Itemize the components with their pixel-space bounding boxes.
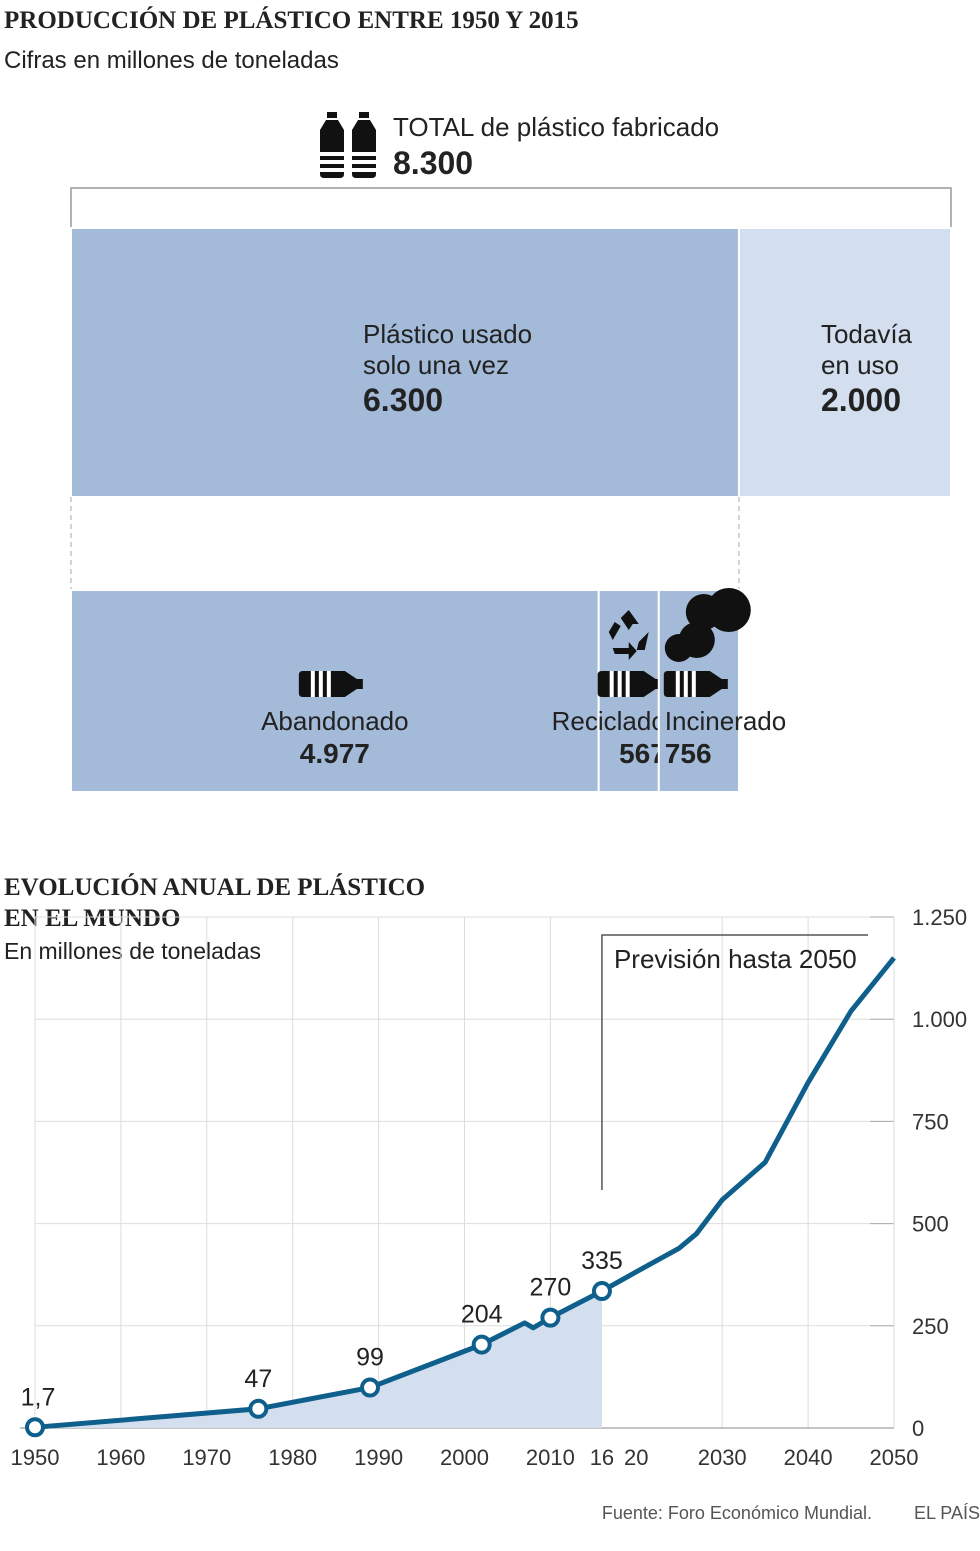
part-label: en uso <box>821 350 899 380</box>
part-label: solo una vez <box>363 350 509 380</box>
total-value: 8.300 <box>393 145 473 181</box>
point <box>360 1377 381 1398</box>
history-area <box>35 1291 602 1428</box>
icon <box>683 671 688 697</box>
x-tick-label: 2030 <box>698 1445 747 1470</box>
value-label: 47 <box>244 1365 272 1393</box>
subpart-value: 4.977 <box>300 738 370 769</box>
subpart-value: 756 <box>665 738 712 769</box>
x-tick-label: 1980 <box>268 1445 317 1470</box>
icon <box>609 671 614 697</box>
value-label: 204 <box>461 1301 503 1329</box>
point <box>25 1417 45 1438</box>
x-tick-label: 1990 <box>354 1445 403 1470</box>
icon <box>685 594 722 630</box>
part-block <box>70 227 740 498</box>
y-tick-label: 0 <box>912 1416 924 1441</box>
y-tick-label: 1.250 <box>912 905 967 930</box>
title: EN EL MUNDO <box>4 905 180 932</box>
credit: EL PAÍS <box>914 1503 980 1523</box>
x-tick-label: 2050 <box>870 1445 919 1470</box>
line <box>34 956 896 1430</box>
forecast-bracket <box>601 934 868 1190</box>
source-block: EVOLUCIÓN ANUAL DE PLÁSTICO EN EL MUNDO … <box>4 873 980 1523</box>
icon <box>318 671 323 697</box>
point <box>248 1398 269 1419</box>
x-tick-label: 2000 <box>440 1445 489 1470</box>
icon <box>691 671 696 697</box>
icon <box>326 671 331 697</box>
total-label: TOTAL de plástico fabricado <box>393 112 719 142</box>
part-block <box>737 227 952 498</box>
part-value: 2.000 <box>821 382 901 418</box>
part-label: Plástico usado <box>363 319 532 349</box>
y-tick-label: 500 <box>912 1212 949 1237</box>
icon <box>350 112 378 178</box>
source: Fuente: Foro Económico Mundial. <box>602 1503 872 1523</box>
subpart-label: Incinerado <box>665 706 786 736</box>
y-tick-label: 750 <box>912 1109 949 1134</box>
value-label: 335 <box>581 1247 623 1275</box>
subpart-label: Reciclado <box>552 706 666 736</box>
y-tick-label: 1.000 <box>912 1007 967 1032</box>
subtitle: En millones de toneladas <box>4 938 261 964</box>
subtitle: Cifras en millones de toneladas <box>4 47 339 74</box>
x-tick-label: 1960 <box>96 1445 145 1470</box>
part-value: 6.300 <box>363 382 443 418</box>
y-tick-label: 250 <box>912 1314 949 1339</box>
x-tick-label: 1950 <box>11 1445 60 1470</box>
x-tick-label: 2040 <box>784 1445 833 1470</box>
icon <box>310 671 315 697</box>
point <box>540 1307 561 1328</box>
point <box>591 1281 612 1302</box>
icon <box>664 634 693 662</box>
title: PRODUCCIÓN DE PLÁSTICO ENTRE 1950 Y 2015 <box>4 6 579 34</box>
total-bracket <box>70 187 952 229</box>
x-tick-label: 1970 <box>182 1445 231 1470</box>
x-tick-label: 20 <box>624 1445 648 1470</box>
icon <box>608 610 649 660</box>
subpart-label: Abandonado <box>261 706 408 736</box>
title: EVOLUCIÓN ANUAL DE PLÁSTICO <box>4 873 425 901</box>
part-label: Todavía <box>821 319 913 349</box>
icon <box>318 112 346 178</box>
point <box>471 1334 492 1355</box>
icon <box>625 671 630 697</box>
forecast-label: Previsión hasta 2050 <box>614 944 857 974</box>
x-tick-label: 2010 <box>526 1445 575 1470</box>
icon <box>675 671 680 697</box>
x-tick-label: 16 <box>590 1445 614 1470</box>
value-label: 99 <box>356 1344 384 1372</box>
value-label: 270 <box>530 1274 572 1302</box>
icon <box>617 671 622 697</box>
value-label: 1,7 <box>21 1383 56 1411</box>
